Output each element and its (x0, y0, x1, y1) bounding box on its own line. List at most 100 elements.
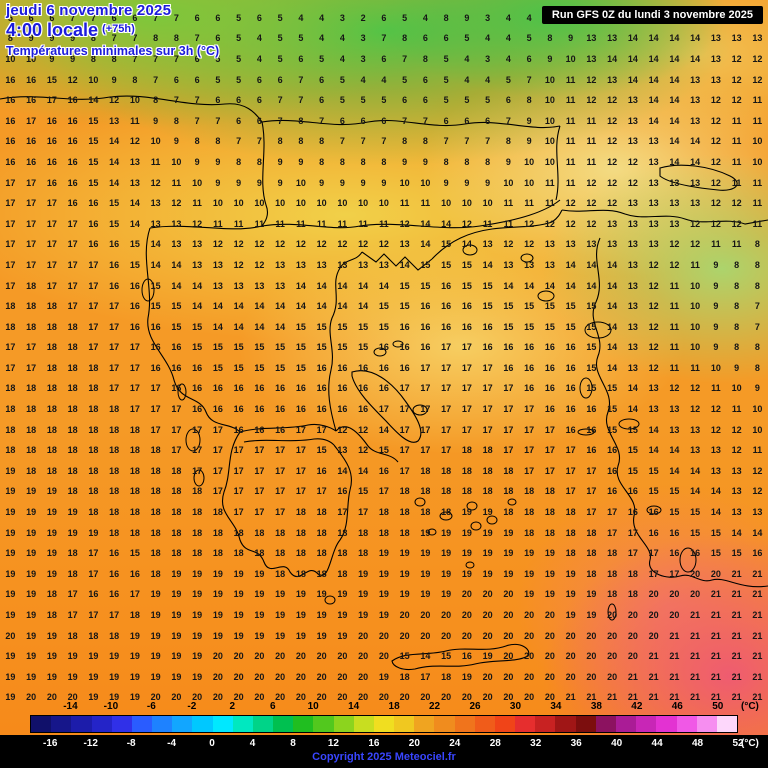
temp-value: 12 (648, 280, 659, 291)
temp-value: 20 (275, 692, 286, 703)
temp-value: 6 (464, 115, 470, 126)
temp-value: 6 (28, 12, 34, 23)
temp-value: 14 (420, 651, 431, 662)
temp-value: 18 (5, 301, 16, 312)
temp-value: 15 (358, 342, 369, 353)
temp-value: 14 (607, 342, 618, 353)
temp-value: 17 (150, 404, 161, 415)
temp-value: 18 (150, 548, 161, 559)
temp-value: 18 (171, 548, 182, 559)
temp-value: 18 (461, 465, 472, 476)
scale-cell (434, 716, 455, 732)
temp-value: 15 (337, 342, 348, 353)
temp-value: 14 (358, 465, 369, 476)
temp-value: 19 (544, 589, 555, 600)
temp-value: 20 (150, 692, 161, 703)
temp-value: 15 (648, 486, 659, 497)
temp-value: 19 (88, 671, 99, 682)
temp-value: 19 (254, 630, 265, 641)
temp-value: 19 (150, 589, 161, 600)
temp-value: 6 (256, 95, 262, 106)
scale-tick-label: 36 (570, 738, 582, 749)
temp-value: 17 (524, 465, 535, 476)
temp-value: 20 (316, 651, 327, 662)
temp-value: 7 (526, 74, 532, 85)
scale-cell (152, 716, 173, 732)
temp-value: 19 (358, 589, 369, 600)
temp-value: 20 (254, 671, 265, 682)
temp-value: 4 (464, 74, 470, 85)
temp-value: 17 (565, 465, 576, 476)
temp-value: 20 (420, 692, 431, 703)
temp-value: 19 (67, 671, 78, 682)
temp-value: 9 (547, 53, 553, 64)
temp-value: 14 (669, 53, 680, 64)
temp-value: 10 (358, 198, 369, 209)
temp-value: 13 (399, 239, 410, 250)
temp-value: 20 (482, 610, 493, 621)
temp-value: 15 (295, 362, 306, 373)
temp-value: 21 (710, 630, 721, 641)
temp-value: 20 (337, 692, 348, 703)
temp-value: 19 (26, 610, 37, 621)
temp-value: 10 (254, 198, 265, 209)
temp-row: 18 18 18 18 18 18 18 18 17 17 17 17 17 17 17 15 13 12 15 17… (0, 440, 768, 461)
temp-value: 18 (337, 548, 348, 559)
scale-tick-label: 22 (429, 701, 441, 712)
temp-value: 19 (358, 568, 369, 579)
temp-value: 17 (67, 280, 78, 291)
temp-value: 18 (88, 445, 99, 456)
temp-value: 16 (67, 156, 78, 167)
temp-value: 17 (254, 465, 265, 476)
temp-value: 18 (26, 321, 37, 332)
temp-value: 12 (752, 74, 763, 85)
temp-value: 18 (544, 507, 555, 518)
temp-value: 19 (524, 568, 535, 579)
temp-value: 14 (690, 486, 701, 497)
temp-row: 20 19 19 18 18 18 19 19 19 19 19 19 19 19 19 19 19 20 20 20… (0, 626, 768, 647)
scale-cell (172, 716, 193, 732)
scale-tick-label: 4 (249, 738, 256, 749)
temp-value: 9 (49, 33, 55, 44)
temp-value: 14 (648, 115, 659, 126)
temp-value: 15 (399, 280, 410, 291)
temp-value: 13 (627, 280, 638, 291)
temp-value: 21 (648, 651, 659, 662)
temp-value: 15 (524, 301, 535, 312)
temp-value: 14 (233, 301, 244, 312)
temp-value: 5 (339, 74, 345, 85)
scale-tick-label: 14 (348, 701, 360, 712)
temp-value: 6 (485, 115, 491, 126)
temp-value: 14 (627, 33, 638, 44)
temp-value: 13 (607, 33, 618, 44)
temp-value: 18 (586, 527, 597, 538)
temp-value: 19 (171, 651, 182, 662)
temp-value: 18 (192, 507, 203, 518)
temp-value: 7 (194, 33, 200, 44)
temp-value: 11 (337, 218, 348, 229)
temp-value: 16 (192, 383, 203, 394)
temp-value: 18 (26, 404, 37, 415)
temp-value: 13 (627, 115, 638, 126)
temp-value: 6 (402, 95, 408, 106)
temp-value: 14 (627, 404, 638, 415)
temp-value: 13 (627, 321, 638, 332)
scale-tick-label: 34 (550, 701, 562, 712)
temp-value: 19 (275, 630, 286, 641)
temp-value: 15 (150, 280, 161, 291)
temp-value: 20 (420, 630, 431, 641)
forecast-offset-label: (+75h) (102, 23, 135, 35)
temp-value: 14 (586, 280, 597, 291)
temp-value: 21 (690, 671, 701, 682)
temp-value: 16 (565, 383, 576, 394)
temp-value: 12 (752, 486, 763, 497)
temp-value: 19 (88, 651, 99, 662)
temp-value: 13 (129, 156, 140, 167)
temp-value: 8 (111, 53, 117, 64)
temp-value: 7 (381, 33, 387, 44)
temp-value: 16 (565, 342, 576, 353)
temp-value: 19 (192, 610, 203, 621)
temp-value: 19 (109, 671, 120, 682)
temp-value: 19 (129, 692, 140, 703)
temp-value: 19 (565, 568, 576, 579)
